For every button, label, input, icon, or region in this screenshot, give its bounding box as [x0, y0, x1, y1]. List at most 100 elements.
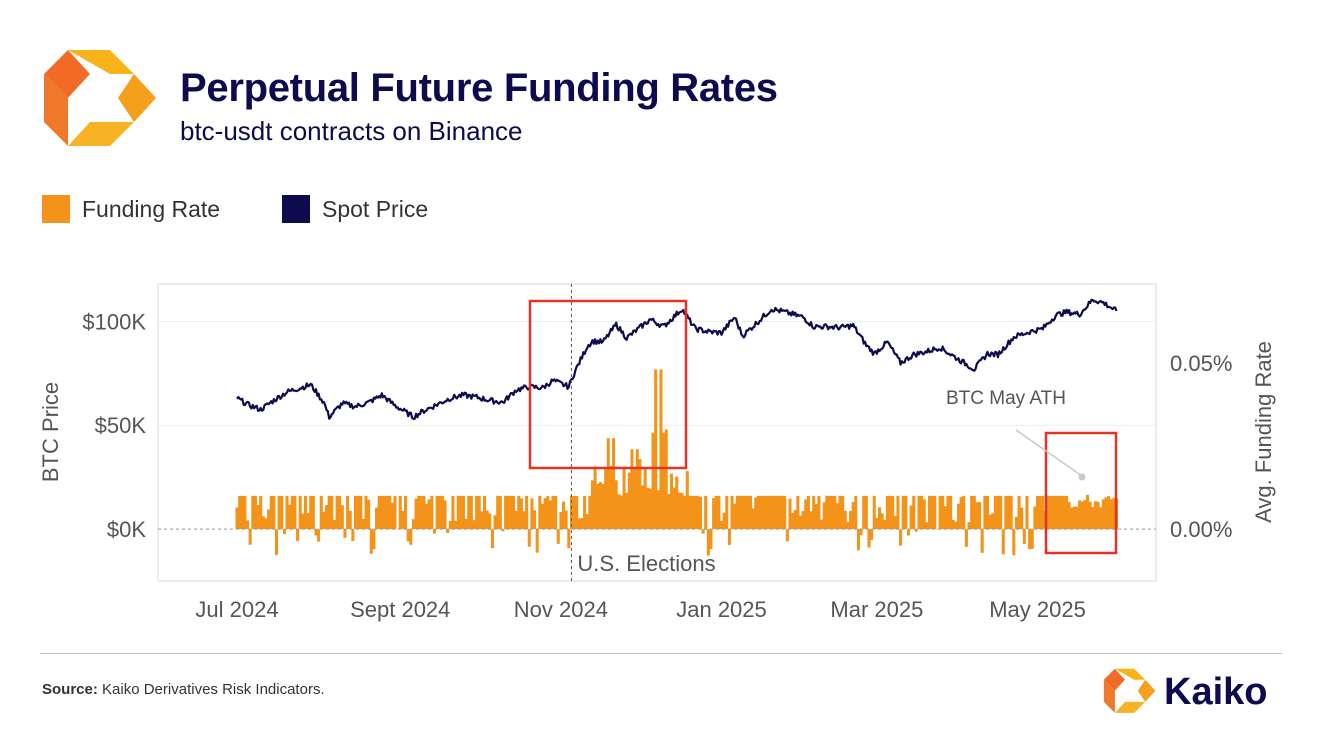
funding-rate-bar	[1080, 501, 1084, 530]
funding-rate-bar	[712, 498, 716, 530]
funding-rate-bar	[1099, 507, 1103, 530]
funding-rate-bars	[235, 369, 1119, 556]
funding-rate-bar	[904, 495, 908, 530]
funding-rate-bar	[572, 495, 576, 530]
funding-rate-bar	[301, 513, 305, 530]
funding-rate-bar	[514, 510, 518, 530]
funding-rate-bar	[306, 513, 310, 530]
funding-rate-bar	[506, 495, 510, 530]
funding-rate-bar	[780, 495, 784, 530]
funding-rate-bar	[243, 495, 247, 530]
funding-rate-bar	[377, 495, 381, 530]
funding-rate-bar	[727, 529, 731, 545]
funding-rate-bar	[622, 466, 626, 530]
funding-rate-bar	[975, 502, 979, 530]
funding-rate-bar	[951, 520, 955, 530]
funding-rate-bar	[290, 495, 294, 530]
funding-rate-bar	[398, 495, 402, 530]
funding-rate-bar	[704, 495, 708, 530]
funding-rate-bar	[246, 520, 250, 530]
funding-rate-bar	[1007, 495, 1011, 530]
funding-rate-bar	[1057, 495, 1061, 530]
funding-rate-bar	[256, 504, 260, 530]
funding-rate-bar	[259, 495, 263, 530]
funding-rate-bar	[899, 529, 903, 546]
funding-rate-bar	[619, 495, 623, 530]
funding-rate-bar	[406, 529, 410, 542]
funding-rate-bar	[546, 496, 550, 530]
funding-rate-bar	[988, 514, 992, 530]
funding-rate-bar	[461, 495, 465, 530]
election-annotation: U.S. Elections	[577, 551, 715, 576]
funding-rate-bar	[791, 512, 795, 530]
funding-rate-bar	[1088, 501, 1092, 530]
funding-rate-bar	[651, 432, 655, 530]
funding-rate-bar	[472, 520, 476, 530]
funding-rate-bar	[883, 520, 887, 530]
funding-rate-bar	[1107, 496, 1111, 530]
highlight-box-election-spike	[528, 299, 688, 470]
funding-rate-bar	[612, 438, 616, 530]
funding-rate-bar	[804, 499, 808, 530]
funding-rate-bar	[751, 508, 755, 530]
y-right-axis-ticks: 0.00% 0.05%	[1170, 351, 1232, 542]
funding-rate-bar	[996, 495, 1000, 530]
funding-rate-bar	[1112, 497, 1116, 530]
funding-rate-bar	[356, 495, 360, 530]
y-right-tick-label: 0.00%	[1170, 517, 1232, 542]
funding-rate-bar	[525, 495, 529, 530]
funding-rate-bar	[538, 495, 542, 530]
ath-callout-line	[1015, 429, 1083, 477]
funding-rate-bar	[322, 511, 326, 530]
funding-rate-bar	[627, 472, 631, 530]
funding-rate-bar	[1093, 501, 1097, 530]
funding-rate-bar	[348, 510, 352, 530]
funding-rate-bar	[580, 517, 584, 530]
funding-rate-bar	[1049, 495, 1053, 530]
funding-rate-bar	[967, 522, 971, 530]
funding-rate-bar	[856, 529, 860, 551]
funding-rate-bar	[762, 495, 766, 530]
funding-rate-bar	[638, 459, 642, 530]
funding-rate-bar	[691, 495, 695, 530]
funding-rate-bar	[414, 498, 418, 530]
legend-swatch-spot-price	[282, 195, 310, 223]
funding-rate-bar	[1101, 499, 1105, 530]
funding-rate-bar	[517, 495, 521, 530]
funding-rate-bar	[864, 495, 868, 530]
funding-rate-bar	[1059, 495, 1063, 530]
funding-rate-bar	[454, 520, 458, 530]
funding-rate-bar	[867, 529, 871, 548]
y-right-tick-label: 0.05%	[1170, 351, 1232, 376]
funding-rate-bar	[941, 495, 945, 530]
funding-rate-bar	[820, 519, 824, 530]
funding-rate-bar	[1067, 501, 1071, 530]
funding-rate-bar	[390, 502, 394, 530]
funding-rate-bar	[475, 495, 479, 530]
funding-rate-bar	[485, 510, 489, 530]
footer-divider	[40, 653, 1282, 654]
funding-rate-bar	[983, 495, 987, 530]
funding-rate-bar	[361, 518, 365, 530]
funding-rate-bar	[725, 495, 729, 530]
funding-rate-bar	[909, 505, 913, 530]
source-note: Source: Kaiko Derivatives Risk Indicator…	[42, 681, 325, 698]
funding-rate-bar	[701, 529, 705, 534]
funding-rate-bar	[698, 496, 702, 530]
funding-rate-bar	[862, 495, 866, 530]
kaiko-brand-logo: Kaiko	[1103, 668, 1267, 713]
funding-rate-bar	[722, 512, 726, 530]
kaiko-logo-icon	[44, 50, 156, 146]
funding-rate-bar	[604, 467, 608, 530]
funding-rate-bar	[675, 476, 679, 530]
funding-rate-bar	[451, 495, 455, 530]
funding-rate-bar	[1001, 529, 1005, 555]
funding-rate-bar	[735, 495, 739, 530]
funding-rate-bar	[754, 497, 758, 530]
funding-rate-bar	[654, 369, 658, 530]
funding-rate-bar	[893, 516, 897, 530]
funding-rate-bar	[327, 495, 331, 530]
funding-rate-bar	[614, 480, 618, 530]
funding-rate-bar	[285, 495, 289, 530]
funding-rate-bar	[422, 495, 426, 530]
